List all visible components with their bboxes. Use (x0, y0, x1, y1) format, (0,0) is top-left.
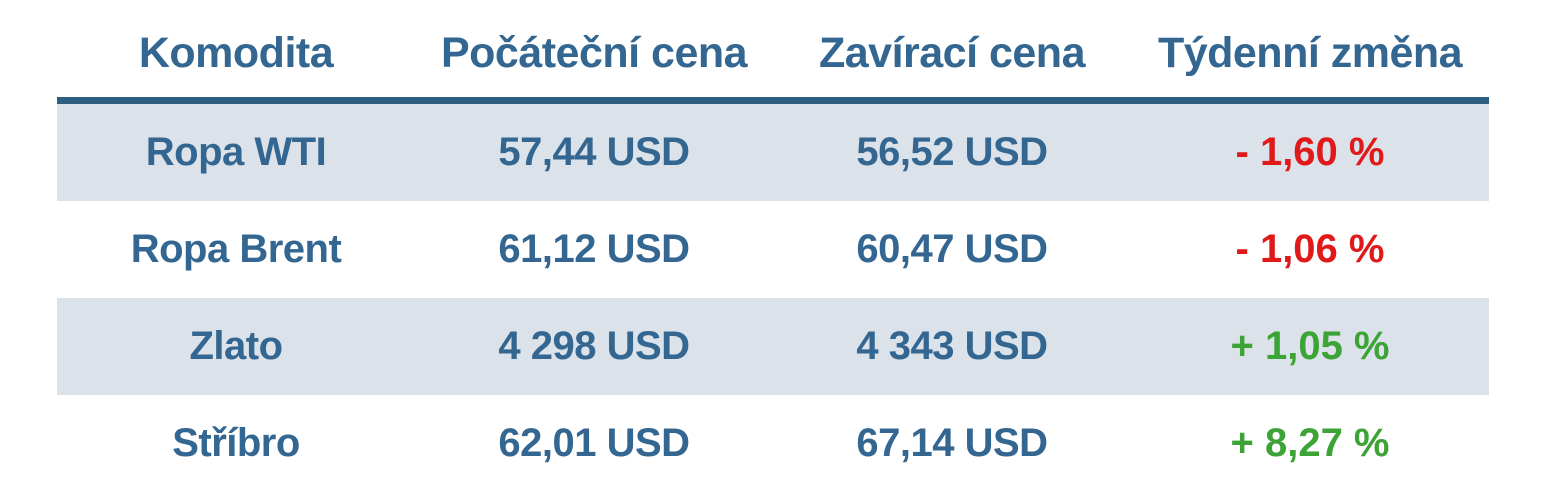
table-row: Zlato 4 298 USD 4 343 USD + 1,05 % (57, 298, 1489, 395)
cell-weekly-change: - 1,60 % (1235, 130, 1385, 174)
cell-open-price: 62,01 USD (498, 421, 690, 465)
cell-close-price: 4 343 USD (856, 324, 1048, 368)
cell-commodity: Zlato (189, 324, 283, 368)
cell-close-price: 56,52 USD (856, 130, 1048, 174)
cell-commodity: Stříbro (172, 421, 300, 465)
cell-close-price: 60,47 USD (856, 227, 1048, 271)
header-cell-zaviraci-cena: Zavírací cena (818, 29, 1086, 77)
cell-open-price: 4 298 USD (498, 324, 690, 368)
table-row: Ropa Brent 61,12 USD 60,47 USD - 1,06 % (57, 201, 1489, 298)
cell-open-price: 57,44 USD (498, 130, 690, 174)
header-cell-tydenni-zmena: Týdenní změna (1157, 29, 1463, 77)
cell-commodity: Ropa Brent (130, 227, 342, 271)
commodity-price-table: Komodita Počáteční cena Zavírací cena Tý… (57, 0, 1489, 492)
cell-commodity: Ropa WTI (145, 130, 327, 174)
header-cell-komodita: Komodita (138, 29, 334, 77)
table-row: Stříbro 62,01 USD 67,14 USD + 8,27 % (57, 395, 1489, 492)
header-cell-pocatecni-cena: Počáteční cena (440, 29, 748, 77)
table-header-row: Komodita Počáteční cena Zavírací cena Tý… (57, 0, 1489, 104)
table-row: Ropa WTI 57,44 USD 56,52 USD - 1,60 % (57, 104, 1489, 201)
cell-close-price: 67,14 USD (856, 421, 1048, 465)
cell-weekly-change: - 1,06 % (1235, 227, 1385, 271)
cell-open-price: 61,12 USD (498, 227, 690, 271)
cell-weekly-change: + 8,27 % (1230, 421, 1390, 465)
cell-weekly-change: + 1,05 % (1230, 324, 1390, 368)
